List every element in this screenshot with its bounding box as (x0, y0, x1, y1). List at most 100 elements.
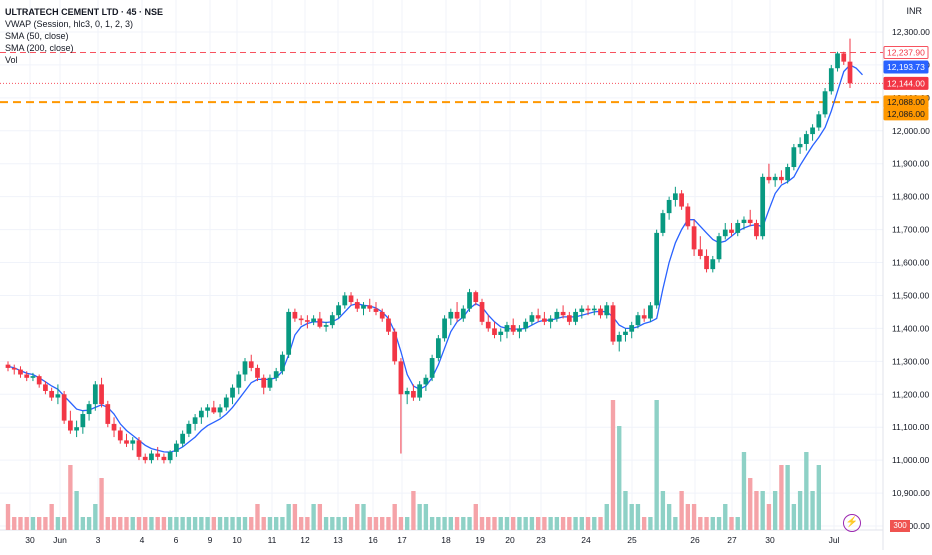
x-tick-label: 25 (627, 535, 637, 545)
candle-body (841, 53, 847, 62)
x-tick-label: 6 (174, 535, 179, 545)
candle-body (828, 68, 834, 92)
candle-body (779, 176, 784, 181)
symbol-title[interactable]: ULTRATECH CEMENT LTD · 45 · NSE (5, 7, 163, 17)
volume-bar (30, 517, 36, 530)
candle-body (835, 53, 840, 69)
x-tick-label: 10 (232, 535, 242, 545)
candle-body (68, 420, 73, 431)
volume-bar (479, 517, 485, 530)
volume-bar (55, 517, 61, 530)
candle-body (741, 219, 747, 224)
candle-body (311, 318, 316, 322)
volume-bar (448, 517, 454, 530)
volume-bar (167, 517, 173, 530)
volume-bar (298, 517, 304, 530)
volume-bar (348, 517, 354, 530)
candle-body (729, 229, 734, 233)
volume-bar (249, 517, 254, 530)
volume-bar (330, 517, 335, 530)
candle-body (167, 451, 173, 461)
candle-body (504, 325, 510, 332)
candle-body (186, 423, 192, 434)
y-tick-label: 12,000.00 (892, 126, 930, 136)
y-tick-label: 11,200.00 (892, 389, 929, 399)
candle-body (479, 302, 485, 322)
volume-bar (355, 504, 360, 530)
y-tick-label: 11,000.00 (892, 455, 929, 465)
volume-bar (704, 517, 709, 530)
indicator-sma-50[interactable]: SMA (50, close) (5, 31, 69, 41)
candle-body (398, 361, 404, 395)
candle-body (679, 193, 684, 207)
candle-body (442, 318, 447, 339)
candle-body (810, 127, 815, 135)
candle-body (573, 311, 578, 322)
candle-body (223, 397, 229, 408)
candle-body (348, 295, 354, 303)
volume-bar (286, 504, 291, 530)
candle-body (460, 308, 466, 319)
candle-body (174, 443, 179, 452)
candle-body (467, 292, 472, 309)
price-label: 12,086.00 (887, 109, 925, 119)
x-tick-label: 20 (505, 535, 515, 545)
candle-body (155, 453, 161, 457)
candle-body (161, 456, 167, 461)
candle-body (417, 384, 423, 398)
candle-body (273, 371, 279, 378)
volume-bar (386, 517, 391, 530)
x-tick-label: 4 (140, 535, 145, 545)
volume-bar (748, 478, 753, 530)
candle-body (142, 456, 148, 461)
candle-body (598, 308, 603, 316)
volume-bar (673, 517, 678, 530)
candle-body (292, 311, 298, 319)
candle-body (722, 229, 728, 237)
volume-bar (267, 517, 273, 530)
volume-bar (685, 504, 691, 530)
candle-body (766, 176, 772, 181)
price-label: 12,237.90 (887, 47, 925, 57)
volume-bar (760, 491, 765, 530)
candle-body (585, 308, 591, 311)
candle-body (697, 249, 703, 256)
volume-bar (192, 517, 198, 530)
volume-bar (498, 517, 503, 530)
x-tick-label: 9 (208, 535, 213, 545)
volume-bar (411, 491, 416, 530)
candle-body (198, 410, 204, 418)
candle-body (554, 311, 560, 319)
candle-body (517, 328, 522, 332)
candle-body (803, 134, 809, 144)
y-tick-label: 12,300.00 (892, 27, 930, 37)
candle-body (317, 318, 323, 327)
indicator-volume[interactable]: Vol (5, 55, 18, 65)
volume-bar (423, 504, 429, 530)
volume-bar (797, 491, 803, 530)
candle-body (361, 305, 366, 309)
lightning-icon[interactable]: ⚡ (843, 514, 861, 532)
volume-bar (791, 504, 797, 530)
candle-body (710, 259, 716, 270)
candle-body (510, 325, 516, 332)
candle-body (448, 311, 454, 319)
volume-bar (230, 517, 235, 530)
x-tick-label: 11 (268, 535, 277, 545)
x-tick-label: 26 (690, 535, 700, 545)
volume-bar (492, 517, 497, 530)
y-tick-label: 11,300.00 (892, 356, 929, 366)
candle-body (716, 236, 722, 260)
indicator-vwap[interactable]: VWAP (Session, hlc3, 0, 1, 2, 3) (5, 19, 134, 29)
volume-bar (641, 517, 647, 530)
currency-label[interactable]: INR (906, 6, 923, 16)
volume-bar (367, 517, 372, 530)
candle-body (623, 331, 628, 335)
volume-bar (143, 517, 148, 530)
candle-body (130, 440, 136, 444)
candle-body (136, 440, 142, 457)
volume-bar (373, 517, 379, 530)
indicator-sma-200[interactable]: SMA (200, close) (5, 43, 74, 53)
